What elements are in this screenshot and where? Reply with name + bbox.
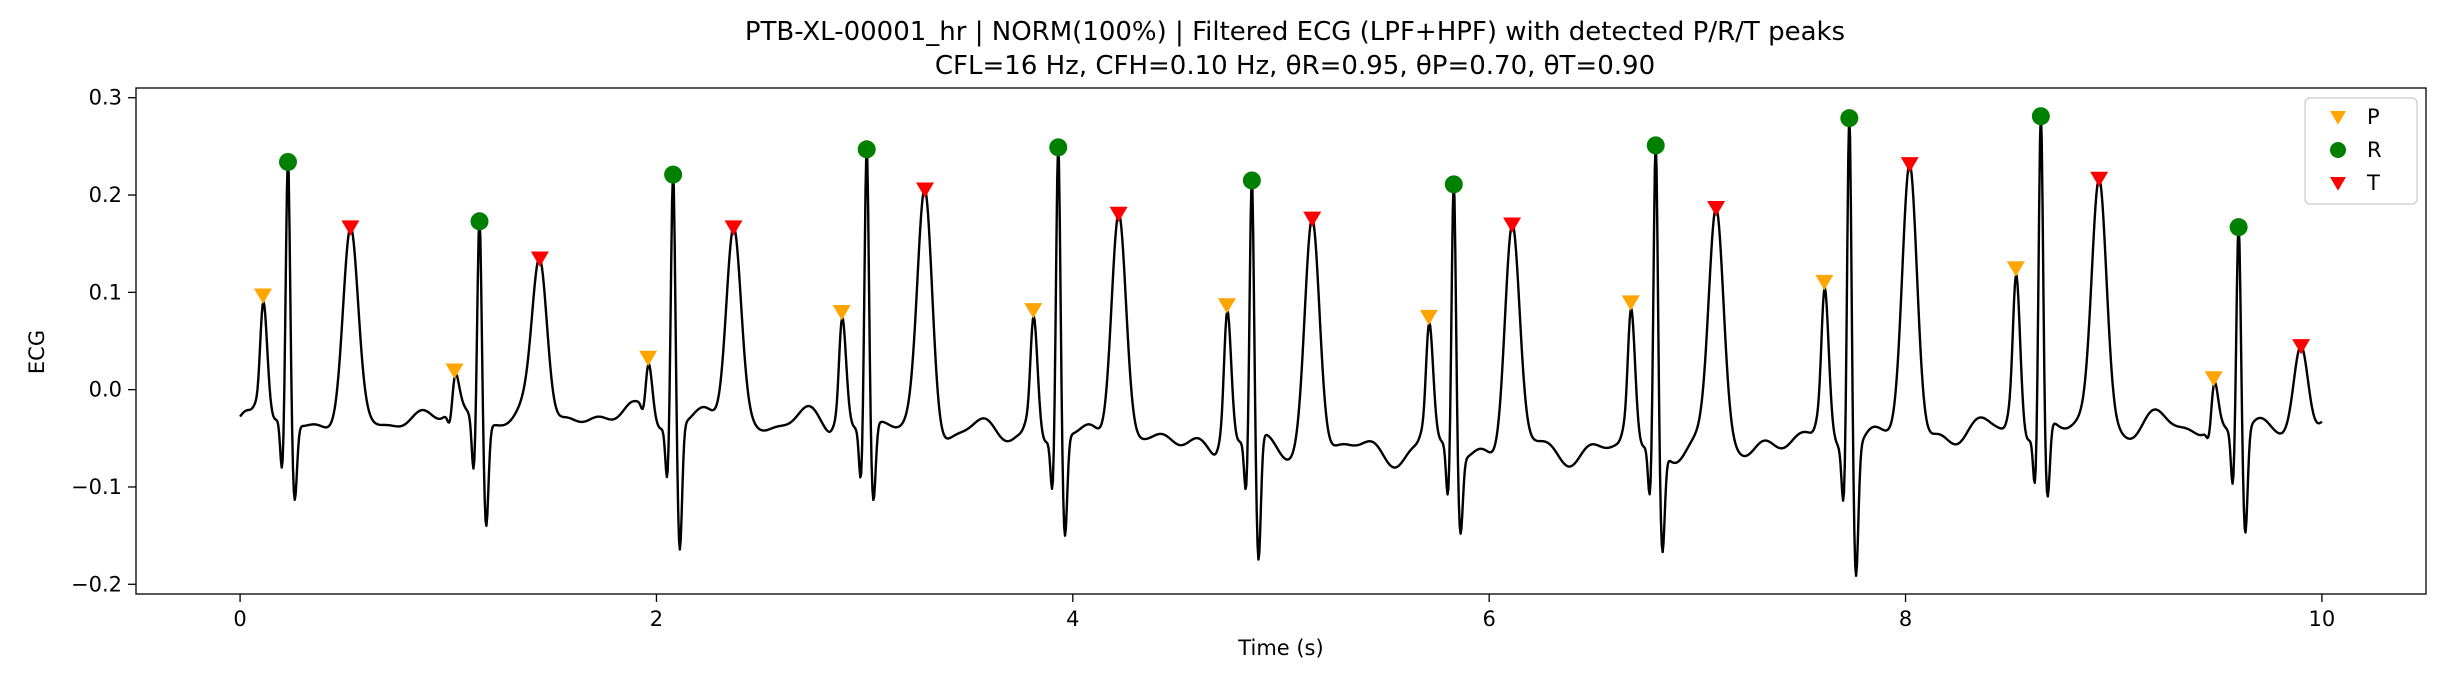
t-peak-marker	[2090, 171, 2109, 188]
legend-label-t: T	[2366, 171, 2380, 195]
r-peak-marker	[1444, 175, 1463, 194]
t-peak-marker	[1503, 217, 1522, 233]
y-tick-label: 0.2	[89, 183, 122, 207]
r-peak-marker	[1242, 171, 1261, 190]
plot-area	[135, 87, 2427, 595]
x-axis-label: Time (s)	[1237, 636, 1323, 660]
p-peak-marker	[2204, 371, 2223, 387]
r-peak-marker	[278, 152, 297, 171]
legend-marker-r	[2330, 142, 2346, 158]
r-peak-marker	[2031, 107, 2050, 126]
x-tick-label: 10	[2309, 607, 2336, 631]
p-peak-marker	[1419, 309, 1438, 326]
chart-title: PTB-XL-00001_hr | NORM(100%) | Filtered …	[745, 17, 1845, 47]
r-peak-marker	[1646, 136, 1665, 155]
p-peak-marker	[1621, 295, 1640, 311]
t-peak-marker	[1900, 157, 1919, 173]
legend-marker-p	[2330, 111, 2346, 125]
y-tick-label: 0.3	[89, 86, 122, 110]
p-peak-marker	[253, 288, 272, 304]
t-peak-marker	[1109, 206, 1128, 223]
p-peak-marker	[445, 363, 464, 379]
r-peak-marker	[470, 212, 489, 231]
chart-subtitle: CFL=16 Hz, CFH=0.10 Hz, θR=0.95, θP=0.70…	[935, 51, 1655, 81]
t-peak-marker	[530, 251, 549, 267]
legend: PRT	[2304, 97, 2418, 205]
y-axis: −0.2 −0.1 0.0 0.1 0.2 0.3	[71, 86, 136, 596]
r-peak-marker	[1840, 109, 1859, 128]
p-peak-marker	[2006, 261, 2025, 277]
legend-marker-t	[2330, 177, 2346, 191]
p-peak-marker	[1815, 274, 1834, 291]
legend-label-r: R	[2367, 138, 2382, 162]
x-tick-label: 0	[233, 607, 246, 631]
plot-frame	[135, 87, 2427, 595]
t-peak-marker	[2292, 339, 2311, 355]
t-peak-marker	[1707, 200, 1726, 217]
t-peak-marker	[1303, 211, 1322, 227]
y-tick-label: −0.1	[71, 475, 122, 499]
y-axis-label: ECG	[25, 330, 49, 374]
r-peak-marker	[664, 165, 683, 184]
r-peak-marker	[857, 140, 876, 159]
ecg-signal-line	[239, 111, 2323, 577]
x-tick-label: 4	[1066, 607, 1079, 631]
r-peak-marker	[1049, 138, 1068, 157]
peak-markers	[253, 107, 2311, 387]
t-peak-marker	[916, 182, 935, 198]
x-tick-label: 2	[650, 607, 663, 631]
x-axis: 0 2 4 6 8 10	[233, 594, 2335, 631]
t-peak-marker	[341, 220, 360, 236]
t-peak-marker	[724, 220, 743, 236]
legend-box	[2304, 97, 2418, 205]
y-tick-label: 0.1	[89, 280, 122, 304]
y-tick-label: 0.0	[89, 378, 122, 402]
y-tick-label: −0.2	[71, 572, 122, 596]
r-peak-marker	[2229, 218, 2248, 237]
legend-label-p: P	[2367, 105, 2380, 129]
p-peak-marker	[832, 305, 851, 321]
p-peak-marker	[1024, 303, 1043, 319]
x-tick-label: 6	[1482, 607, 1495, 631]
p-peak-marker	[639, 350, 658, 367]
x-tick-label: 8	[1899, 607, 1912, 631]
p-peak-marker	[1217, 298, 1236, 314]
